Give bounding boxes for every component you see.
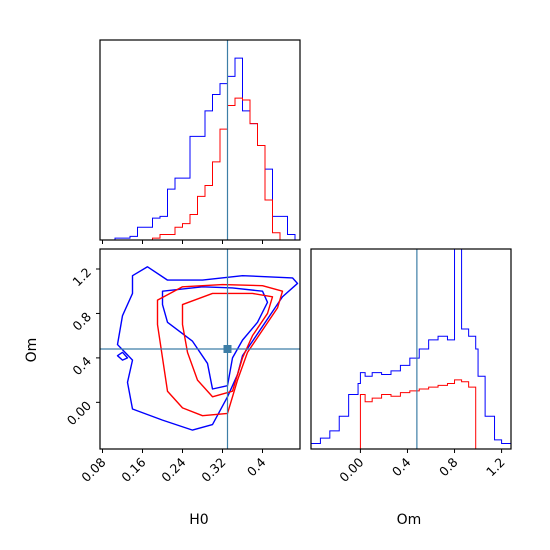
plot-area — [100, 40, 296, 240]
om-histogram-panel: 0.00 0.4 0.8 1.2 — [310, 248, 512, 485]
x-tick-label: 0.08 — [78, 454, 108, 484]
contour-inner-5 — [181, 292, 274, 398]
x-tick-label: 0.4 — [244, 454, 269, 479]
x-tick-label: 0.32 — [198, 455, 228, 485]
contour-inner-2 — [161, 286, 269, 390]
x-tick-label: 0.16 — [118, 454, 148, 484]
contour-small-3 — [116, 351, 129, 361]
y-axis-title-om: Om — [24, 338, 40, 363]
x-tick-label: 0.8 — [436, 454, 461, 479]
contour-outer-4 — [156, 283, 284, 417]
y-tick-label: 0.8 — [69, 309, 94, 334]
histogram-series-1 — [311, 249, 511, 449]
y-tick-label: 0.00 — [64, 398, 94, 428]
histogram-series-2 — [311, 379, 511, 449]
x-tick-label: 0.4 — [389, 454, 414, 479]
x-tick-label: 0.00 — [336, 454, 366, 484]
y-tick-label: 1.2 — [69, 265, 94, 290]
h0-histogram-panel — [99, 39, 301, 244]
y-tick-label: 0.4 — [69, 353, 94, 378]
axes-frame — [310, 248, 512, 450]
axes-frame — [99, 248, 301, 450]
x-tick-label: 0.24 — [158, 454, 188, 484]
x-tick-label: 1.2 — [483, 455, 508, 480]
x-axis-title-h0: H0 — [189, 512, 208, 528]
plot-area — [100, 249, 300, 449]
plot-area — [311, 249, 511, 449]
truth-marker — [223, 345, 232, 353]
x-axis-title-om: Om — [397, 512, 422, 528]
h0-om-contour-panel: 0.08 0.16 0.24 0.32 0.4 0.00 0.4 0.8 1.2 — [64, 248, 301, 485]
axes-frame — [99, 39, 301, 241]
